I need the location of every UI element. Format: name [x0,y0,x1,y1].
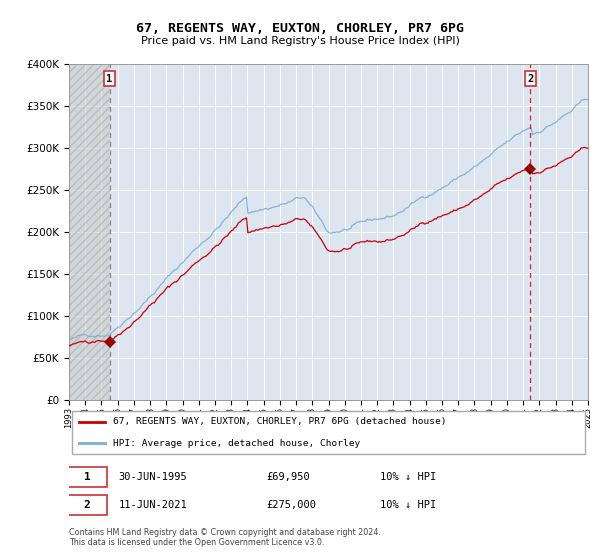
Text: HPI: Average price, detached house, Chorley: HPI: Average price, detached house, Chor… [113,438,361,447]
Text: 10% ↓ HPI: 10% ↓ HPI [380,472,437,482]
Text: 30-JUN-1995: 30-JUN-1995 [118,472,187,482]
Text: 11-JUN-2021: 11-JUN-2021 [118,500,187,510]
Text: £275,000: £275,000 [266,500,316,510]
FancyBboxPatch shape [68,495,107,515]
Text: 2: 2 [527,74,533,83]
Bar [69,56,110,400]
Text: Price paid vs. HM Land Registry's House Price Index (HPI): Price paid vs. HM Land Registry's House … [140,36,460,46]
Text: £69,950: £69,950 [266,472,310,482]
Text: Contains HM Land Registry data © Crown copyright and database right 2024.
This d: Contains HM Land Registry data © Crown c… [69,528,381,547]
Text: 10% ↓ HPI: 10% ↓ HPI [380,500,437,510]
Text: 67, REGENTS WAY, EUXTON, CHORLEY, PR7 6PG (detached house): 67, REGENTS WAY, EUXTON, CHORLEY, PR7 6P… [113,417,446,426]
FancyBboxPatch shape [68,467,107,487]
Text: 67, REGENTS WAY, EUXTON, CHORLEY, PR7 6PG: 67, REGENTS WAY, EUXTON, CHORLEY, PR7 6P… [136,22,464,35]
Text: 1: 1 [84,472,91,482]
FancyBboxPatch shape [71,410,586,455]
Text: 2: 2 [84,500,91,510]
Text: 1: 1 [106,74,113,83]
